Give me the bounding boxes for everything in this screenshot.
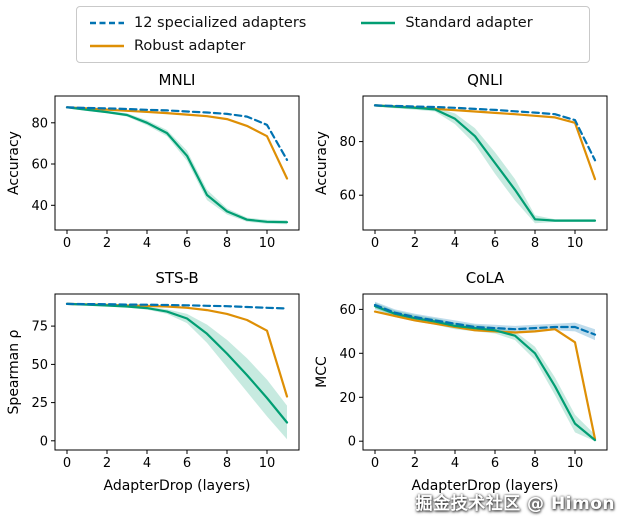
chart-title: STS-B: [155, 269, 198, 287]
chart-cola: 0 2 4 6 8 10 0 20 40 60 CoLA MCC AdapterDrop (layers…: [314, 269, 608, 494]
solid-line-sample-icon: [90, 44, 124, 48]
chart-title: MNLI: [159, 71, 196, 89]
y-tick-label: 40: [339, 347, 356, 362]
chart-stsb: 0 2 4 6 8 10 0 25 50 75 STS-B Spearman ρ AdapterDrop…: [6, 269, 300, 494]
y-tick-label: 60: [31, 158, 48, 173]
legend-column-right: Standard adapter: [360, 15, 533, 54]
chart-mnli: 0 2 4 6 8 10 40 60 80 MNLI Accuracy: [6, 71, 300, 251]
y-axis-label: Spearman ρ: [6, 329, 22, 414]
solid-line-sample-icon: [361, 21, 396, 25]
x-tick-label: 10: [567, 456, 584, 471]
y-tick-label: 40: [31, 199, 48, 214]
plot-frame: [362, 95, 608, 231]
x-tick-label: 10: [259, 236, 276, 251]
x-tick-label: 0: [63, 236, 71, 251]
legend: 12 specialized adapters Robust adapter S…: [76, 6, 590, 63]
x-tick-label: 0: [371, 236, 379, 251]
x-tick-label: 6: [491, 456, 499, 471]
plot-frame: [362, 293, 608, 451]
series-line: [373, 104, 597, 162]
legend-item-specialized: 12 specialized adapters: [89, 15, 306, 31]
x-tick-label: 6: [183, 456, 191, 471]
x-tick-label: 2: [411, 236, 419, 251]
series-line: [373, 304, 597, 442]
chart-qnli: 0 2 4 6 8 10 60 80 QNLI Accuracy: [314, 71, 608, 251]
y-tick-label: 0: [40, 434, 48, 449]
y-tick-label: 25: [31, 396, 48, 411]
x-tick-label: 4: [143, 236, 151, 251]
y-tick-label: 60: [339, 303, 356, 318]
x-tick-label: 6: [491, 236, 499, 251]
y-tick-label: 60: [339, 189, 356, 204]
x-tick-label: 4: [451, 456, 459, 471]
x-axis-label: AdapterDrop (layers): [103, 478, 250, 494]
y-tick-label: 80: [339, 135, 356, 150]
series-line: [65, 302, 289, 424]
dashed-line-sample-icon: [90, 21, 124, 25]
x-tick-label: 10: [259, 456, 276, 471]
legend-label-robust: Robust adapter: [134, 38, 246, 54]
series-line: [373, 310, 597, 441]
legend-item-standard: Standard adapter: [360, 15, 533, 31]
chart-title: QNLI: [467, 71, 503, 89]
y-axis-label: Accuracy: [6, 131, 22, 195]
x-tick-label: 10: [567, 236, 584, 251]
y-tick-label: 50: [31, 358, 48, 373]
series-line: [65, 106, 289, 162]
y-tick-label: 80: [31, 116, 48, 131]
x-tick-label: 6: [183, 236, 191, 251]
x-tick-label: 0: [63, 456, 71, 471]
x-tick-label: 4: [451, 236, 459, 251]
x-tick-label: 2: [103, 236, 111, 251]
plot-frame: [54, 95, 300, 231]
x-axis-label: AdapterDrop (layers): [411, 478, 558, 494]
x-tick-label: 0: [371, 456, 379, 471]
legend-column-left: 12 specialized adapters Robust adapter: [89, 15, 306, 54]
series-line: [373, 303, 597, 336]
series-line: [65, 106, 289, 224]
watermark: 掘金技术社区 @ Himon: [415, 494, 615, 514]
series-line: [65, 302, 289, 310]
plot-frame: [54, 293, 300, 451]
x-tick-label: 8: [531, 456, 539, 471]
x-tick-label: 8: [223, 456, 231, 471]
x-tick-label: 4: [143, 456, 151, 471]
legend-label-specialized: 12 specialized adapters: [134, 15, 307, 31]
confidence-band: [375, 104, 595, 224]
x-tick-label: 2: [411, 456, 419, 471]
x-tick-label: 2: [103, 456, 111, 471]
confidence-band: [67, 106, 287, 225]
chart-grid: 0 2 4 6 8 10 40 60 80 MNLI Accuracy 0 2 4 6 8 10 60 80 QNL…: [3, 68, 619, 512]
y-axis-label: Accuracy: [314, 131, 330, 195]
chart-title: CoLA: [466, 269, 505, 287]
y-tick-label: 0: [348, 435, 356, 450]
series-line: [373, 104, 597, 222]
y-tick-label: 75: [31, 320, 48, 335]
x-tick-label: 8: [531, 236, 539, 251]
legend-item-robust: Robust adapter: [89, 38, 306, 54]
legend-label-standard: Standard adapter: [405, 15, 533, 31]
x-tick-label: 8: [223, 236, 231, 251]
y-tick-label: 20: [339, 391, 356, 406]
y-axis-label: MCC: [314, 356, 330, 388]
